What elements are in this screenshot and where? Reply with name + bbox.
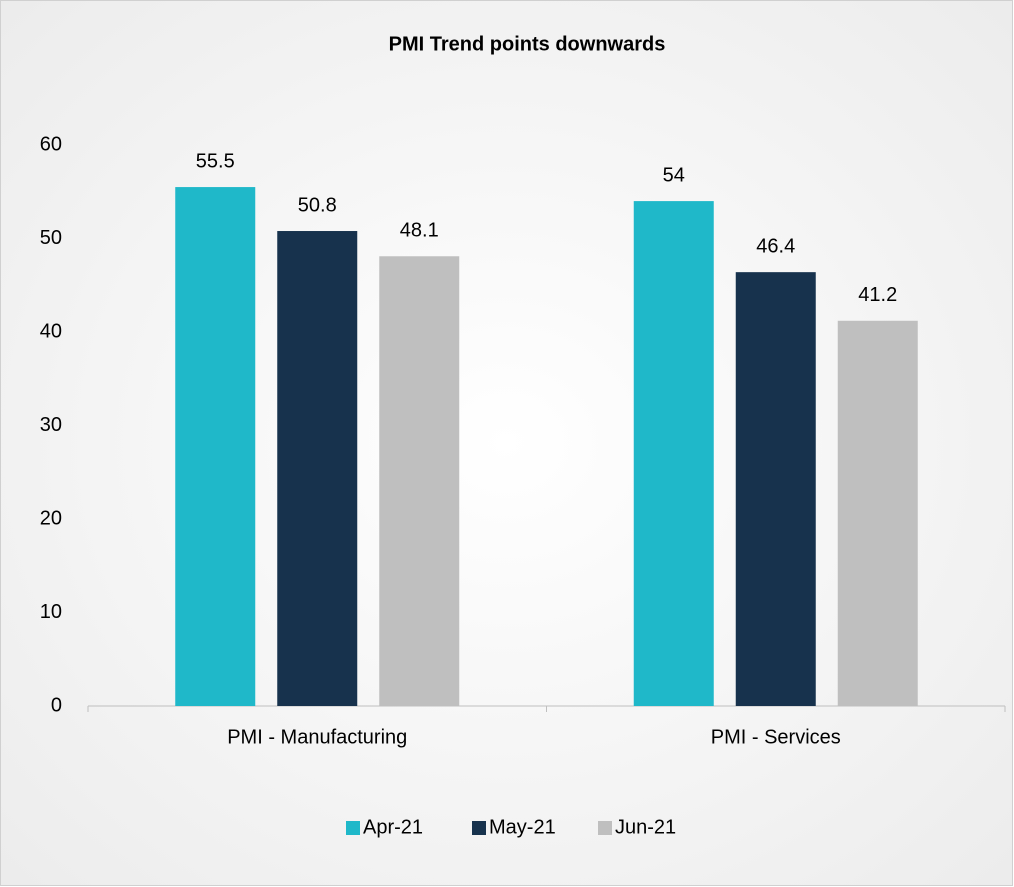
bar — [633, 201, 714, 706]
y-tick-label: 10 — [40, 601, 62, 623]
bar — [277, 231, 358, 706]
data-label: 50.8 — [298, 194, 337, 216]
bar — [175, 187, 256, 706]
data-label: 55.5 — [196, 150, 235, 172]
bar — [735, 272, 816, 706]
legend-label: Apr-21 — [363, 816, 423, 838]
legend-swatch — [472, 821, 486, 835]
data-label: 54 — [663, 164, 685, 186]
bar — [379, 256, 460, 706]
bar — [837, 320, 918, 706]
data-label: 48.1 — [400, 220, 439, 242]
y-tick-label: 50 — [40, 227, 62, 249]
y-tick-label: 20 — [40, 507, 62, 529]
chart-title: PMI Trend points downwards — [389, 33, 666, 55]
legend-swatch — [598, 821, 612, 835]
y-tick-label: 0 — [51, 694, 62, 716]
y-tick-label: 30 — [40, 414, 62, 436]
legend-label: Jun-21 — [615, 816, 676, 838]
legend-swatch — [346, 821, 360, 835]
y-tick-label: 60 — [40, 133, 62, 155]
x-tick-label: PMI - Services — [711, 726, 841, 748]
data-label: 41.2 — [858, 284, 897, 306]
y-tick-label: 40 — [40, 320, 62, 342]
x-tick-label: PMI - Manufacturing — [227, 726, 407, 748]
legend-label: May-21 — [489, 816, 556, 838]
data-label: 46.4 — [756, 235, 795, 257]
